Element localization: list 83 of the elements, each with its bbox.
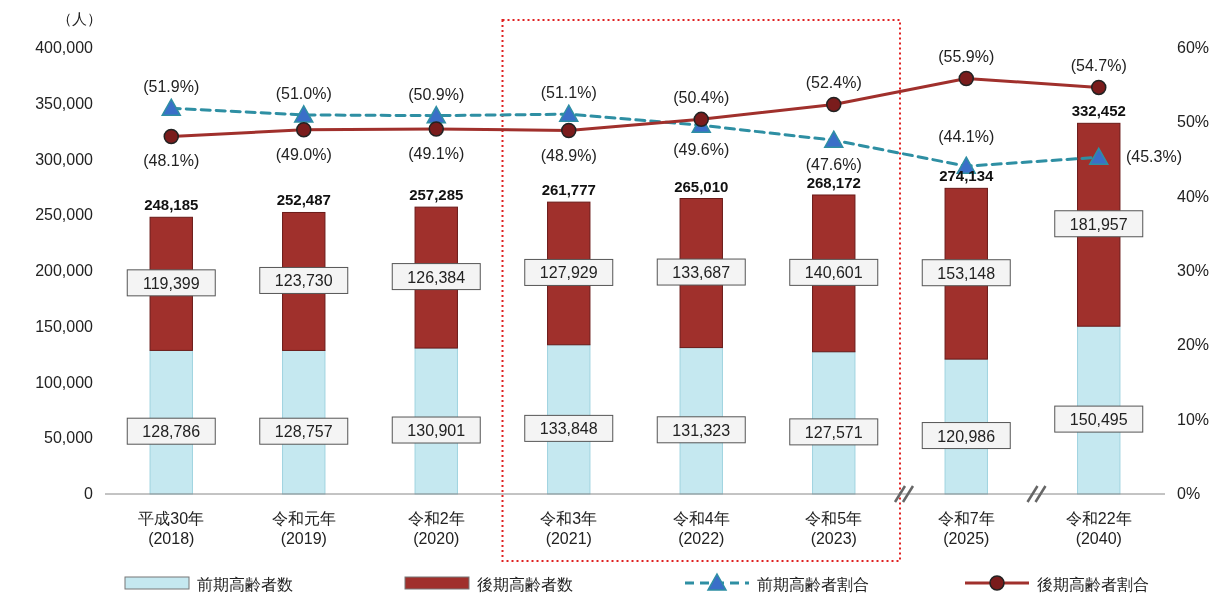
x-tick-label: 令和7年 (2025): [937, 510, 995, 547]
point: [561, 122, 577, 139]
y2-tick-label: 0%: [1177, 485, 1201, 502]
x-tick-label: 令和2年 (2020): [407, 510, 465, 547]
point: [161, 98, 181, 116]
data-label: 130,901: [407, 422, 466, 440]
point: [824, 130, 844, 148]
data-label: 127,571: [804, 423, 863, 441]
data-label: 140,601: [804, 264, 863, 282]
y-tick-label: 250,000: [35, 206, 94, 224]
y-tick-label: 300,000: [35, 150, 94, 168]
total-label: 248,185: [144, 196, 199, 214]
data-label: (48.1%): [143, 152, 200, 170]
total-label: 332,452: [1071, 102, 1126, 120]
x-tick-label: 令和3年 (2021): [540, 510, 598, 547]
y-tick-label: 150,000: [35, 317, 94, 335]
data-label: (51.0%): [275, 84, 332, 102]
data-label: (50.9%): [408, 85, 465, 103]
point: [428, 121, 444, 137]
data-label: (49.6%): [673, 141, 730, 159]
y-tick-label: 350,000: [35, 94, 94, 112]
y-axis-title: （人）: [57, 10, 102, 27]
data-label: (49.0%): [275, 145, 332, 163]
point: [294, 105, 314, 123]
data-label: 150,495: [1069, 411, 1128, 429]
data-label: 123,730: [274, 272, 333, 290]
data-label: 120,986: [937, 427, 996, 445]
data-label: 128,757: [274, 423, 333, 441]
data-label: (52.4%): [805, 74, 862, 92]
y2-tick-label: 30%: [1177, 262, 1210, 279]
data-label: 133,848: [539, 420, 598, 438]
total-label: 265,010: [674, 177, 729, 195]
data-label: 131,323: [672, 421, 731, 439]
data-label: (54.7%): [1070, 57, 1127, 75]
data-label: 181,957: [1069, 215, 1128, 233]
x-tick-label: 令和4年 (2022): [672, 510, 730, 547]
total-label: 257,285: [409, 186, 464, 204]
y2-tick-label: 40%: [1177, 187, 1210, 205]
data-label: (51.9%): [143, 78, 200, 96]
legend-label: 前期高齢者割合: [757, 576, 869, 593]
total-label: 261,777: [541, 181, 596, 199]
x-tick-label: 平成30年 (2018): [138, 510, 205, 547]
data-label: 126,384: [407, 268, 466, 286]
point: [693, 111, 709, 128]
y-tick-label: 50,000: [44, 429, 94, 447]
y-tick-label: 0: [84, 485, 94, 502]
y2-tick-label: 50%: [1177, 113, 1210, 131]
point: [163, 128, 179, 145]
legend-label: 後期高齢者数: [477, 576, 573, 593]
y2-tick-label: 10%: [1177, 410, 1210, 428]
data-label: 133,687: [672, 264, 731, 282]
data-label: 119,399: [142, 274, 200, 292]
point: [559, 104, 579, 122]
y-tick-label: 200,000: [35, 262, 94, 279]
data-label: 128,786: [142, 423, 201, 441]
data-label: 127,929: [539, 264, 598, 282]
data-label: 153,148: [937, 264, 996, 282]
y-tick-label: 400,000: [35, 39, 94, 56]
data-label: (49.1%): [408, 145, 465, 163]
point: [296, 122, 312, 138]
total-label: 268,172: [806, 173, 861, 191]
data-label: (48.9%): [540, 146, 597, 164]
point: [826, 96, 842, 113]
y2-tick-label: 20%: [1177, 336, 1210, 354]
point: [426, 105, 446, 124]
data-label: (55.9%): [938, 48, 995, 66]
data-label: (50.4%): [673, 89, 730, 107]
legend-label: 前期高齢者数: [197, 576, 293, 593]
total-label: 252,487: [276, 191, 331, 209]
data-label: (45.3%): [1125, 148, 1182, 166]
data-label: (51.1%): [540, 84, 597, 102]
point: [1089, 147, 1109, 166]
x-tick-label: 令和22年 (2040): [1065, 510, 1132, 547]
data-label: (44.1%): [938, 128, 995, 146]
x-tick-label: 令和元年 (2019): [271, 510, 336, 547]
y2-tick-label: 60%: [1177, 39, 1210, 56]
total-label: 274,134: [939, 167, 995, 185]
point: [1091, 79, 1107, 96]
x-tick-label: 令和5年 (2023): [805, 510, 863, 547]
data-label: (47.6%): [805, 156, 862, 174]
y-tick-label: 100,000: [35, 373, 94, 391]
point: [958, 70, 974, 87]
legend-label: 後期高齢者割合: [1037, 576, 1149, 593]
